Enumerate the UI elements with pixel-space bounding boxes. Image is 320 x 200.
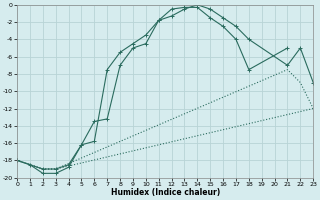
- X-axis label: Humidex (Indice chaleur): Humidex (Indice chaleur): [110, 188, 220, 197]
